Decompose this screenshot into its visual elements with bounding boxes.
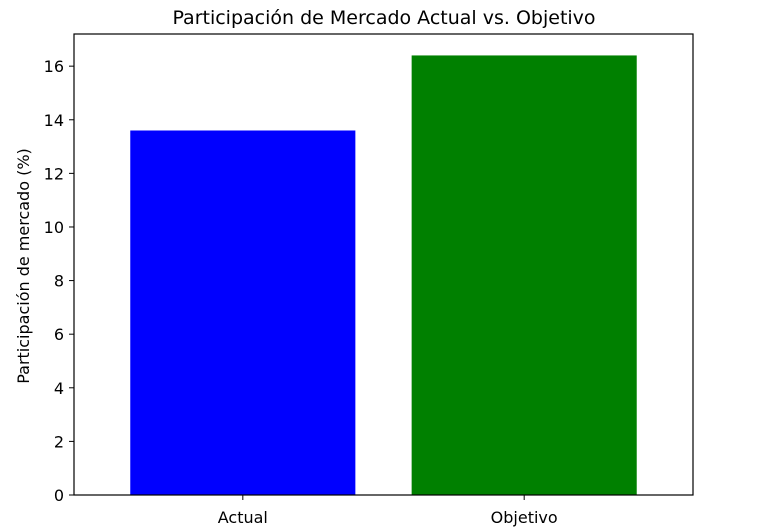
chart-title: Participación de Mercado Actual vs. Obje… xyxy=(172,7,595,29)
y-tick-label: 14 xyxy=(44,111,64,130)
y-tick-label: 12 xyxy=(44,164,64,183)
y-tick-label: 4 xyxy=(54,379,64,398)
y-tick-label: 8 xyxy=(54,272,64,291)
bar-objetivo xyxy=(411,55,637,495)
y-tick-label: 16 xyxy=(44,57,64,76)
y-tick-label: 2 xyxy=(54,432,64,451)
plot-area-frame xyxy=(73,33,694,496)
x-tick-label: Actual xyxy=(218,508,268,527)
y-tick-label: 10 xyxy=(44,218,64,237)
y-tick-label: 0 xyxy=(54,486,64,505)
y-tick-label: 6 xyxy=(54,325,64,344)
y-axis-label: Participación de mercado (%) xyxy=(14,148,33,384)
bar-actual xyxy=(130,130,356,496)
x-tick-label: Objetivo xyxy=(491,508,558,527)
